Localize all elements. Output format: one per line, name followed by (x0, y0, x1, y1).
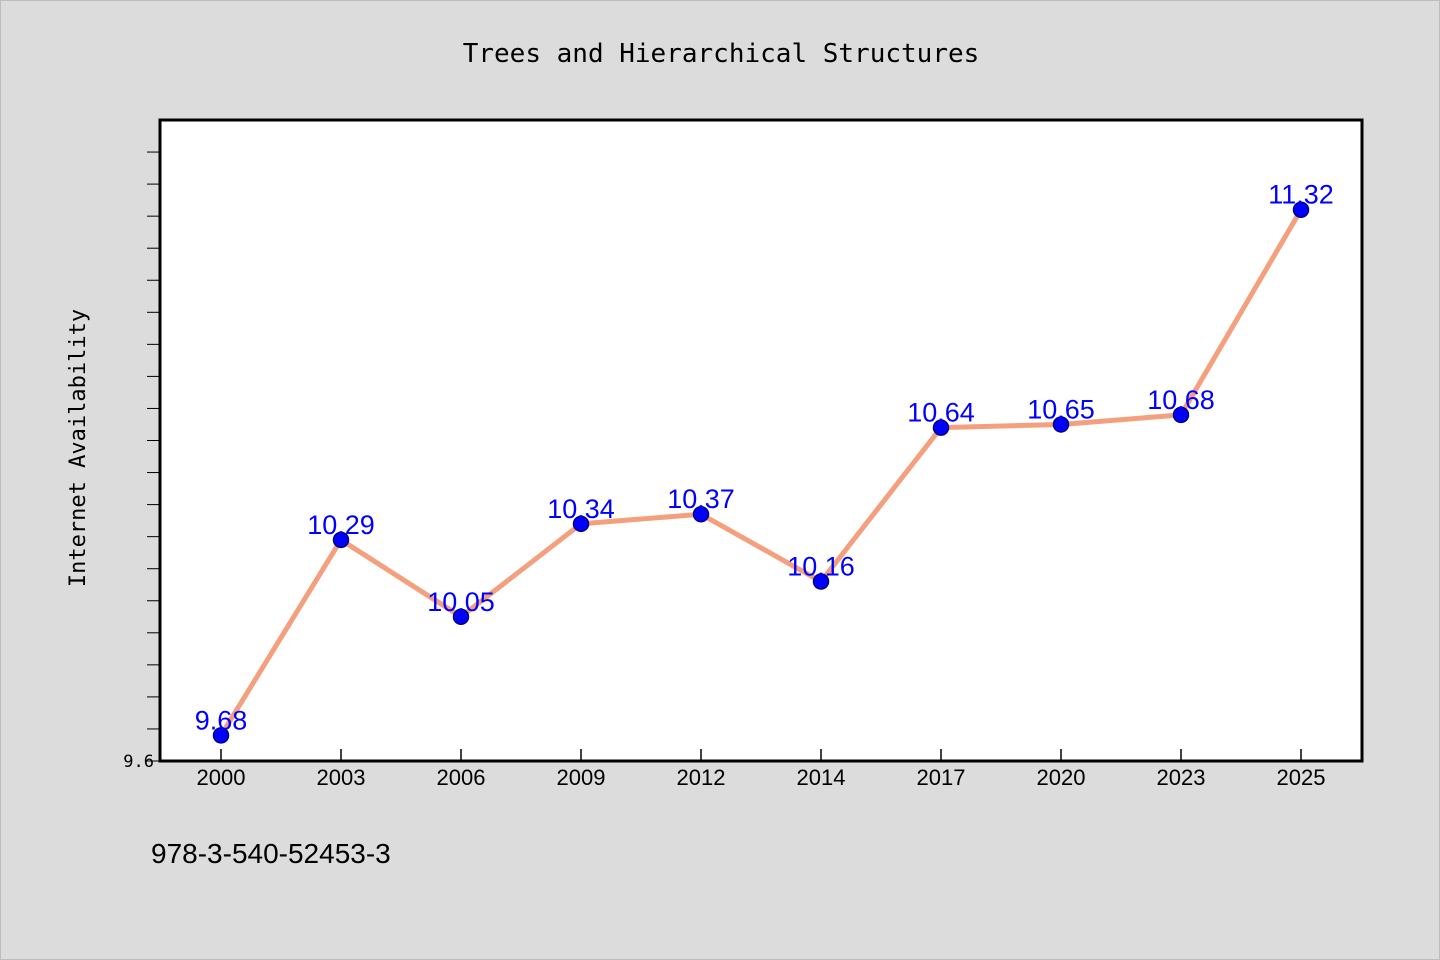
x-tick-label: 2025 (1277, 765, 1326, 790)
data-label: 10.29 (307, 510, 375, 540)
data-label-layer: 9.68 10.29 10.05 10.34 10.37 10.16 10.64 10.65 1… (195, 180, 1334, 736)
isbn-footer: 978-3-540-52453-3 (151, 838, 391, 869)
series-layer (218, 208, 1304, 737)
data-point (1172, 406, 1190, 424)
x-tick-label: 2006 (437, 765, 486, 790)
data-point (212, 727, 230, 744)
data-point (692, 505, 710, 523)
data-point (452, 608, 470, 626)
chart-title: Trees and Hierarchical Structures (463, 39, 980, 69)
plot-area (158, 118, 1364, 763)
x-tick-label: 2023 (1157, 765, 1206, 790)
data-point (812, 573, 830, 590)
x-axis-ticks: 2000 2003 2006 2009 2012 2014 2017 2020 2023 2025 (197, 749, 1326, 790)
data-label: 10.16 (787, 552, 855, 582)
data-label: 10.37 (667, 484, 735, 514)
y-axis-ticks: 9.6 (123, 151, 160, 772)
data-label: 11.32 (1268, 180, 1334, 210)
x-tick-label: 2012 (677, 765, 726, 790)
x-tick-label: 2017 (917, 765, 966, 790)
x-tick-label: 2000 (197, 765, 246, 790)
y-tick-label: 9.6 (123, 752, 154, 772)
data-point (572, 515, 590, 533)
data-label: 9.68 (195, 705, 248, 735)
data-label: 10.68 (1147, 385, 1215, 415)
x-tick-label: 2009 (557, 765, 606, 790)
marker-layer (212, 201, 1310, 744)
data-label: 10.64 (907, 398, 975, 428)
y-axis-label: Internet Availability (66, 309, 91, 587)
data-label: 10.05 (427, 587, 495, 617)
data-label: 10.34 (547, 494, 615, 524)
data-label: 10.65 (1027, 394, 1095, 424)
data-point (1052, 416, 1070, 433)
series-line (218, 208, 1304, 737)
x-tick-label: 2014 (797, 765, 846, 790)
data-point (1292, 201, 1310, 218)
x-tick-label: 2020 (1037, 765, 1086, 790)
data-point (932, 419, 950, 436)
data-point (332, 531, 350, 549)
x-tick-label: 2003 (317, 765, 366, 790)
